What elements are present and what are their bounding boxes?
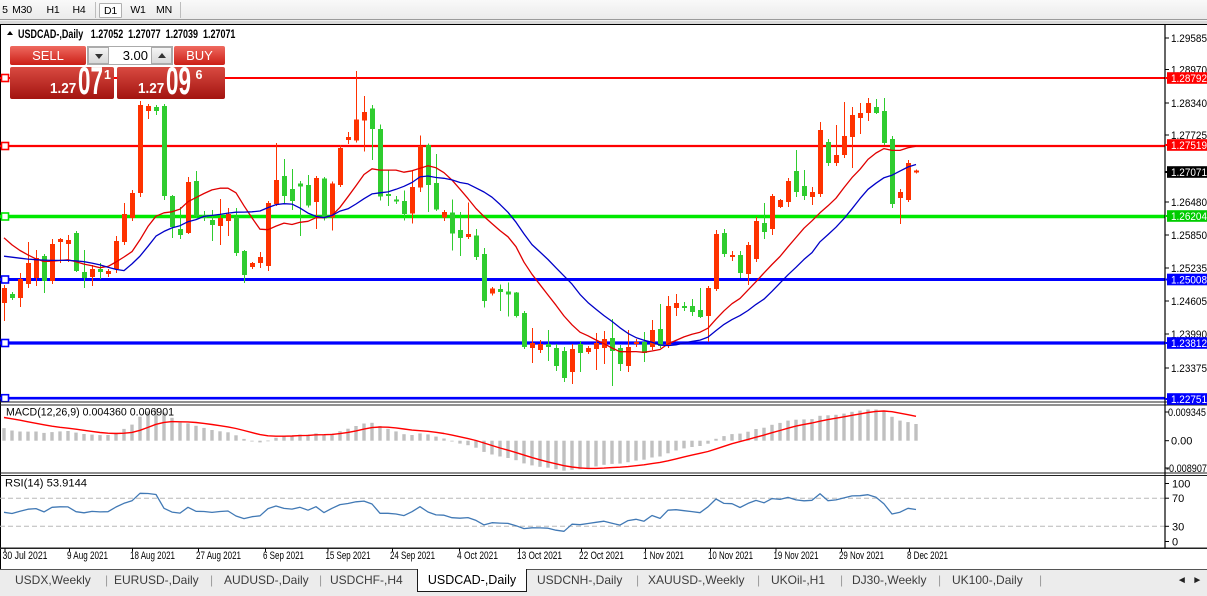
svg-text:RSI(14) 53.9144: RSI(14) 53.9144 — [5, 478, 87, 490]
svg-text:70: 70 — [1172, 493, 1184, 505]
svg-text:1.22751: 1.22751 — [1171, 394, 1207, 406]
svg-text:27 Aug 2021: 27 Aug 2021 — [196, 550, 241, 562]
svg-text:-0.008907: -0.008907 — [1166, 463, 1207, 475]
svg-text:4 Oct 2021: 4 Oct 2021 — [457, 550, 498, 562]
svg-text:1.24605: 1.24605 — [1171, 296, 1207, 308]
svg-text:1.26204: 1.26204 — [1171, 211, 1207, 223]
svg-text:24 Sep 2021: 24 Sep 2021 — [390, 550, 435, 562]
svg-text:8 Dec 2021: 8 Dec 2021 — [907, 550, 948, 562]
svg-text:30 Jul 2021: 30 Jul 2021 — [3, 550, 48, 562]
svg-text:0.009345: 0.009345 — [1168, 407, 1206, 419]
svg-text:1.25850: 1.25850 — [1171, 230, 1207, 242]
svg-text:29 Nov 2021: 29 Nov 2021 — [839, 550, 884, 562]
svg-text:13 Oct 2021: 13 Oct 2021 — [517, 550, 562, 562]
svg-text:1.25235: 1.25235 — [1171, 263, 1207, 275]
svg-text:1.28792: 1.28792 — [1171, 73, 1207, 85]
svg-text:1.28340: 1.28340 — [1171, 98, 1207, 110]
svg-text:15 Sep 2021: 15 Sep 2021 — [326, 550, 371, 562]
svg-text:0: 0 — [1172, 537, 1178, 549]
svg-text:1.25008: 1.25008 — [1171, 275, 1207, 287]
svg-text:22 Oct 2021: 22 Oct 2021 — [579, 550, 624, 562]
svg-text:6 Sep 2021: 6 Sep 2021 — [263, 550, 304, 562]
svg-text:1.27725: 1.27725 — [1171, 130, 1207, 142]
svg-text:0.00: 0.00 — [1171, 436, 1192, 448]
svg-text:1.27519: 1.27519 — [1171, 140, 1207, 152]
svg-text:1.23812: 1.23812 — [1171, 338, 1207, 350]
svg-text:1.27071: 1.27071 — [1171, 167, 1207, 179]
svg-text:9 Aug 2021: 9 Aug 2021 — [67, 550, 108, 562]
svg-text:MACD(12,26,9) 0.004360 0.00690: MACD(12,26,9) 0.004360 0.006901 — [6, 407, 174, 419]
svg-text:1.26480: 1.26480 — [1171, 197, 1207, 209]
svg-text:1.23375: 1.23375 — [1171, 363, 1207, 375]
svg-text:30: 30 — [1172, 521, 1184, 533]
svg-text:100: 100 — [1172, 479, 1190, 491]
svg-text:19 Nov 2021: 19 Nov 2021 — [774, 550, 819, 562]
svg-text:18 Aug 2021: 18 Aug 2021 — [130, 550, 175, 562]
svg-text:1.29585: 1.29585 — [1171, 33, 1207, 45]
svg-text:1 Nov 2021: 1 Nov 2021 — [643, 550, 684, 562]
svg-text:10 Nov 2021: 10 Nov 2021 — [708, 550, 753, 562]
